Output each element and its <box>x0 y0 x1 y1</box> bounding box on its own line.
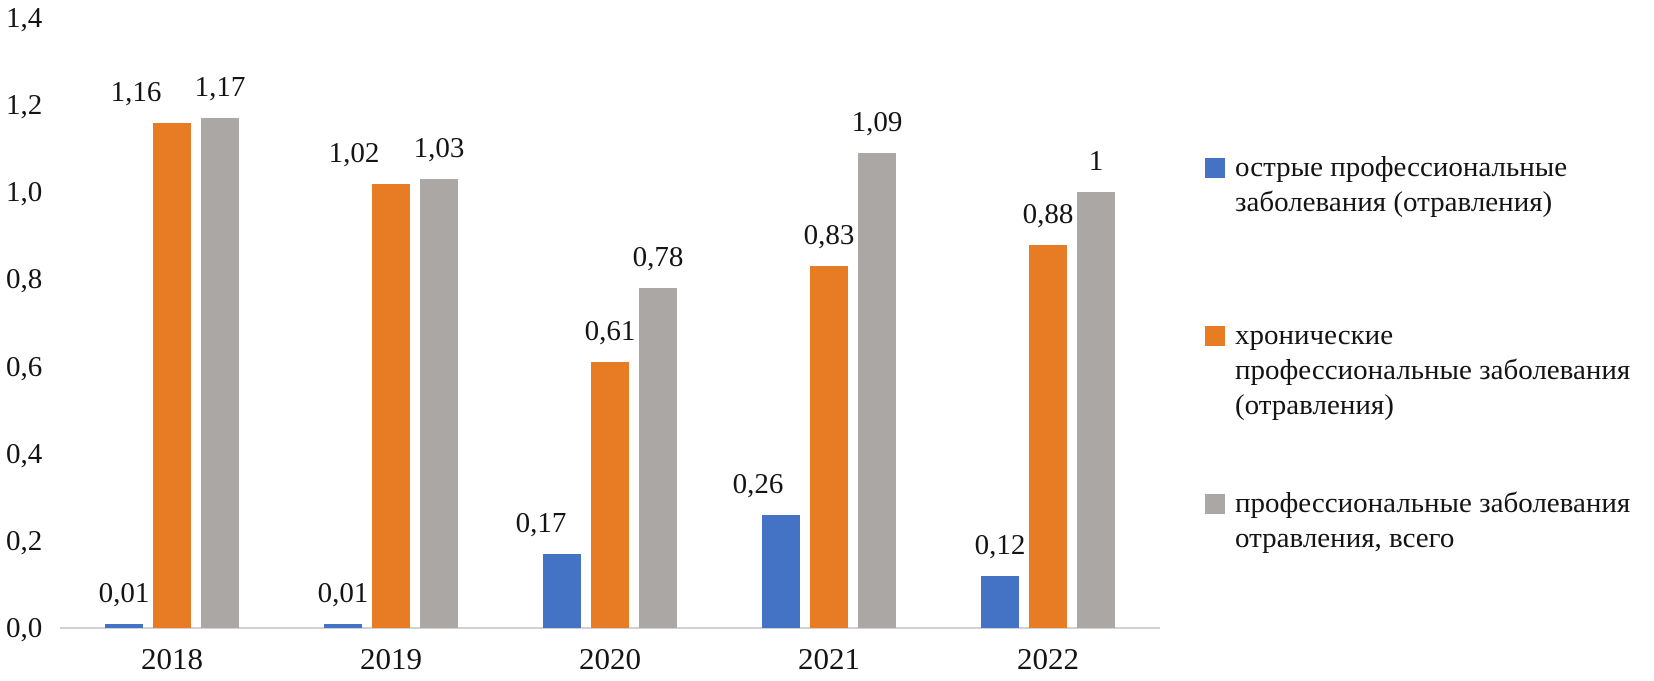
bar-value-label: 0,01 <box>98 577 150 609</box>
y-axis-tick-label: 1,2 <box>6 89 43 122</box>
legend-item-1: хронические профессиональные заболевания(… <box>1205 318 1630 423</box>
y-axis-tick-label: 0,0 <box>6 612 43 644</box>
bar-2019-series-0: 0,01 <box>318 578 368 628</box>
legend-item-label-line: острые профессиональные <box>1235 151 1568 183</box>
legend-item-label-line: профессиональные заболевания <box>1235 354 1631 386</box>
bar-value-label: 0,26 <box>732 468 784 500</box>
legend-item-label-line: профессиональные заболевания <box>1235 487 1631 519</box>
bar-2019-series-2: 1,03 <box>414 133 464 628</box>
legend-item-2: профессиональные заболевания отравления, … <box>1205 486 1630 556</box>
bar-2018-series-0: 0,01 <box>99 578 149 628</box>
bar-2021-series-2: 1,09 <box>852 107 902 628</box>
bar-2019-series-1: 1,02 <box>329 138 410 628</box>
bar-2021-series-1: 0,83 <box>804 220 854 628</box>
x-axis-tick-label: 2022 <box>1017 641 1079 676</box>
bar-2020-series-1: 0,61 <box>585 316 635 628</box>
x-axis-tick-label: 2018 <box>141 641 203 676</box>
bar-value-label: 0,83 <box>803 219 855 251</box>
legend-swatch-icon <box>1205 326 1225 346</box>
legend-item-label: хронические профессиональные заболевания(… <box>1235 318 1630 423</box>
x-axis-tick-label: 2021 <box>798 641 860 676</box>
bar-value-label: 1,16 <box>110 76 162 108</box>
x-axis-tick-label: 2019 <box>360 641 422 676</box>
bar-value-label: 0,78 <box>632 241 684 273</box>
x-axis-line <box>60 627 1160 629</box>
bar-value-label: 1,09 <box>851 106 903 138</box>
x-axis-tick-label: 2020 <box>579 641 641 676</box>
legend-swatch-icon <box>1205 158 1225 178</box>
y-axis-tick-label: 0,2 <box>6 524 43 557</box>
legend-item-label-line: хронические <box>1235 319 1394 351</box>
bar-value-label: 0,61 <box>584 315 636 347</box>
bar-2022-series-2: 1 <box>1077 146 1115 628</box>
bar-2022-series-0: 0,12 <box>975 530 1025 628</box>
bar-2022-series-1: 0,88 <box>1023 199 1073 628</box>
legend-item-label: острые профессиональные заболевания (отра… <box>1235 150 1567 220</box>
y-axis-tick-label: 0,4 <box>6 437 43 470</box>
legend-item-label-line: (отравления) <box>1235 389 1394 421</box>
legend-item-0: острые профессиональные заболевания (отра… <box>1205 150 1567 220</box>
bar-value-label: 0,17 <box>515 507 567 539</box>
bar-value-label: 0,01 <box>317 577 369 609</box>
legend-item-label-line: заболевания (отравления) <box>1235 186 1553 218</box>
legend-swatch-icon <box>1205 494 1225 514</box>
y-axis-tick-label: 0,6 <box>6 350 43 383</box>
bar-value-label: 1 <box>1088 145 1104 177</box>
y-axis-tick-label: 1,0 <box>6 176 43 209</box>
bar-value-label: 0,12 <box>974 529 1026 561</box>
y-axis-tick-label: 1,4 <box>6 2 43 34</box>
bar-value-label: 1,02 <box>328 137 380 169</box>
bar-2018-series-1: 1,16 <box>111 77 191 628</box>
bar-2020-series-0: 0,17 <box>516 508 581 628</box>
y-axis-tick-label: 0,8 <box>6 263 43 296</box>
bar-2020-series-2: 0,78 <box>633 242 683 628</box>
bar-value-label: 0,88 <box>1022 198 1074 230</box>
legend-item-label: профессиональные заболевания отравления, … <box>1235 486 1630 556</box>
bar-value-label: 1,03 <box>413 132 465 164</box>
bar-2021-series-0: 0,26 <box>733 469 800 628</box>
legend-item-label-line: отравления, всего <box>1235 522 1455 554</box>
bar-value-label: 1,17 <box>194 71 246 103</box>
bar-2018-series-2: 1,17 <box>195 72 245 628</box>
